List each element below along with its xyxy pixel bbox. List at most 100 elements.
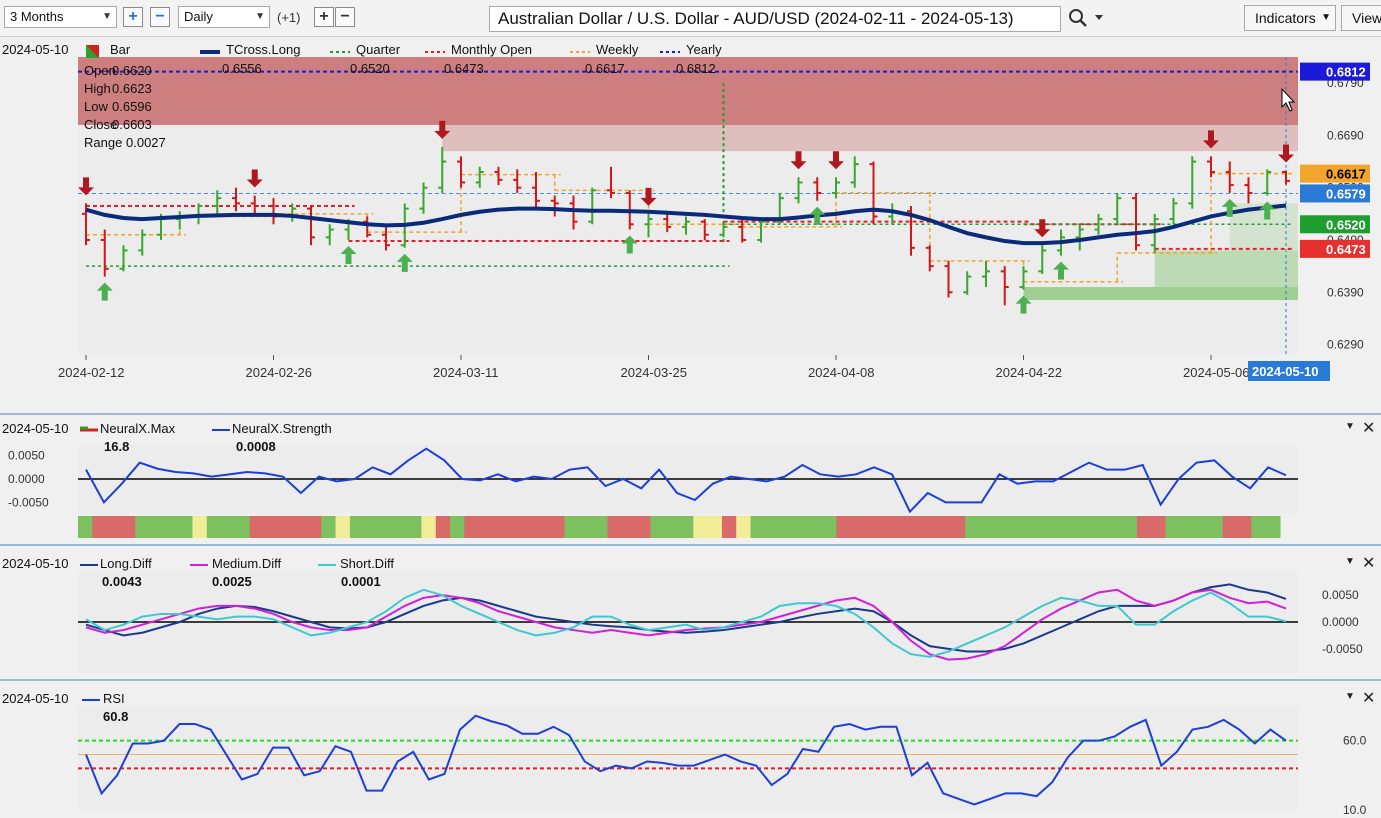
- neuralx-max-band: [1093, 516, 1109, 538]
- neuralx-max-band: [564, 516, 580, 538]
- neuralx-max-band: [664, 516, 680, 538]
- rsi-line: [85, 714, 1287, 806]
- neuralx-legend-label: NeuralX.Strength: [232, 421, 332, 436]
- neuralx-max-band: [1136, 516, 1152, 538]
- diff-panel-date: 2024-05-10: [2, 556, 69, 571]
- rsi-panel-date: 2024-05-10: [2, 691, 69, 706]
- ohlc-range-value: 0.0027: [126, 135, 166, 150]
- x-tick-label: 2024-04-08: [808, 365, 875, 380]
- rsi-chart[interactable]: 60.0 10.0: [0, 688, 1381, 818]
- buy-arrow-icon: [621, 235, 638, 254]
- neuralx-max-band: [636, 516, 651, 538]
- neuralx-max-band: [879, 516, 895, 538]
- y-tick-label: -0.0050: [8, 495, 49, 509]
- diff-legend-label: Long.Diff: [100, 556, 152, 571]
- panel-menu-icon[interactable]: ▼: [1345, 421, 1355, 432]
- neuralx-max-band: [364, 516, 379, 538]
- diff-legend-value: 0.0001: [341, 574, 381, 589]
- neuralx-max-band: [521, 516, 537, 538]
- neuralx-max-band: [407, 516, 422, 538]
- diff-chart[interactable]: 0.0050 0.0000 -0.0050: [0, 553, 1381, 681]
- neuralx-max-band: [679, 516, 694, 538]
- search-icon-handle: [1079, 19, 1087, 27]
- x-tick-label: 2024-03-25: [621, 365, 688, 380]
- buy-arrow-icon: [1221, 198, 1238, 217]
- step-back-button[interactable]: −: [335, 7, 355, 27]
- neuralx-max-band: [1151, 516, 1167, 538]
- neuralx-max-band: [178, 516, 193, 538]
- sell-arrow-icon: [246, 169, 263, 188]
- cursor-date-badge: [1248, 361, 1330, 381]
- sell-arrow-icon: [1203, 130, 1219, 149]
- neuralx-strength-line: [85, 447, 1287, 514]
- legend-yearly-value: 0.6812: [676, 61, 716, 76]
- neuralx-max-band: [535, 516, 551, 538]
- interval-select[interactable]: Daily ▼: [178, 6, 270, 28]
- panel-menu-icon[interactable]: ▼: [1345, 691, 1355, 702]
- panel-menu-icon[interactable]: ▼: [1345, 556, 1355, 567]
- search-button[interactable]: [1068, 8, 1110, 30]
- sell-arrow-icon: [640, 187, 657, 206]
- view-button[interactable]: View: [1341, 5, 1381, 31]
- neuralx-max-band: [1265, 516, 1281, 538]
- view-label: View: [1352, 10, 1381, 26]
- legend-swatches: [82, 699, 100, 701]
- neuralx-max-band: [1179, 516, 1195, 538]
- neuralx-max-band: [607, 516, 623, 538]
- neuralx-max-band: [450, 516, 465, 538]
- toolbar: 3 Months ▼ + − Daily ▼ (+1) + − Australi…: [0, 0, 1381, 37]
- y-tick-label: 0.6290: [1327, 338, 1364, 352]
- buy-arrow-icon: [1015, 295, 1032, 314]
- ohlc-low-value: 0.6596: [112, 99, 152, 114]
- minus-icon: −: [155, 8, 165, 25]
- resistance-zone-lower: [442, 124, 1298, 152]
- buy-arrow-icon: [396, 253, 413, 272]
- neuralx-max-band: [593, 516, 608, 538]
- close-icon[interactable]: ✕: [1362, 420, 1376, 437]
- close-icon[interactable]: ✕: [1362, 690, 1376, 707]
- y-tick-label: 0.0050: [8, 449, 45, 463]
- ohlc-high-value: 0.6623: [112, 81, 152, 96]
- zoom-out-button[interactable]: −: [150, 7, 170, 27]
- price-tag-weekly: [1300, 164, 1370, 183]
- diff-legend-label: Medium.Diff: [212, 556, 282, 571]
- neuralx-panel-date: 2024-05-10: [2, 421, 69, 436]
- y-tick-label: 10.0: [1343, 803, 1367, 817]
- search-icon: [1069, 9, 1083, 23]
- sell-arrow-icon: [790, 151, 807, 170]
- price-chart[interactable]: 0.67900.66900.65900.64900.63900.62902024…: [0, 37, 1381, 415]
- neuralx-max-band: [1222, 516, 1238, 538]
- neuralx-max-band: [1108, 516, 1124, 538]
- chevron-down-icon: ▼: [1321, 12, 1331, 23]
- cursor-date-label: 2024-05-10: [1252, 364, 1319, 379]
- ohlc-open-label: Open: [84, 63, 116, 78]
- neuralx-max-band: [550, 516, 566, 538]
- support-zone: [1023, 287, 1298, 301]
- neuralx-max-band: [1065, 516, 1081, 538]
- indicators-button[interactable]: Indicators ▼: [1244, 5, 1336, 31]
- neuralx-max-band: [922, 516, 938, 538]
- price-tag-yearly: [1300, 62, 1370, 81]
- neuralx-max-band: [650, 516, 666, 538]
- neuralx-panel: 0.0050 0.0000 -0.0050 2024-05-10 NeuralX.M…: [0, 418, 1381, 546]
- neuralx-max-band: [1122, 516, 1138, 538]
- symbol-title: Australian Dollar / U.S. Dollar - AUD/US…: [498, 9, 1014, 28]
- neuralx-max-band: [750, 516, 766, 538]
- y-tick-label: 0.6690: [1327, 128, 1364, 142]
- neuralx-max-band: [1079, 516, 1095, 538]
- close-icon[interactable]: ✕: [1362, 555, 1376, 572]
- neuralx-max-band: [192, 516, 208, 538]
- range-select[interactable]: 3 Months ▼: [4, 6, 117, 28]
- neuralx-max-band: [936, 516, 952, 538]
- neuralx-chart[interactable]: 0.0050 0.0000 -0.0050: [0, 418, 1381, 546]
- neuralx-max-band: [1008, 516, 1023, 538]
- symbol-title-field[interactable]: Australian Dollar / U.S. Dollar - AUD/US…: [489, 6, 1061, 32]
- zoom-in-button[interactable]: +: [123, 7, 143, 27]
- price-tag-label: 0.6812: [1326, 65, 1366, 80]
- neuralx-max-band: [578, 516, 594, 538]
- neuralx-max-band: [149, 516, 165, 538]
- neuralx-max-band: [1251, 516, 1267, 538]
- neuralx-max-band: [793, 516, 809, 538]
- step-forward-button[interactable]: +: [314, 7, 334, 27]
- price-tag-label: 0.6520: [1326, 217, 1366, 232]
